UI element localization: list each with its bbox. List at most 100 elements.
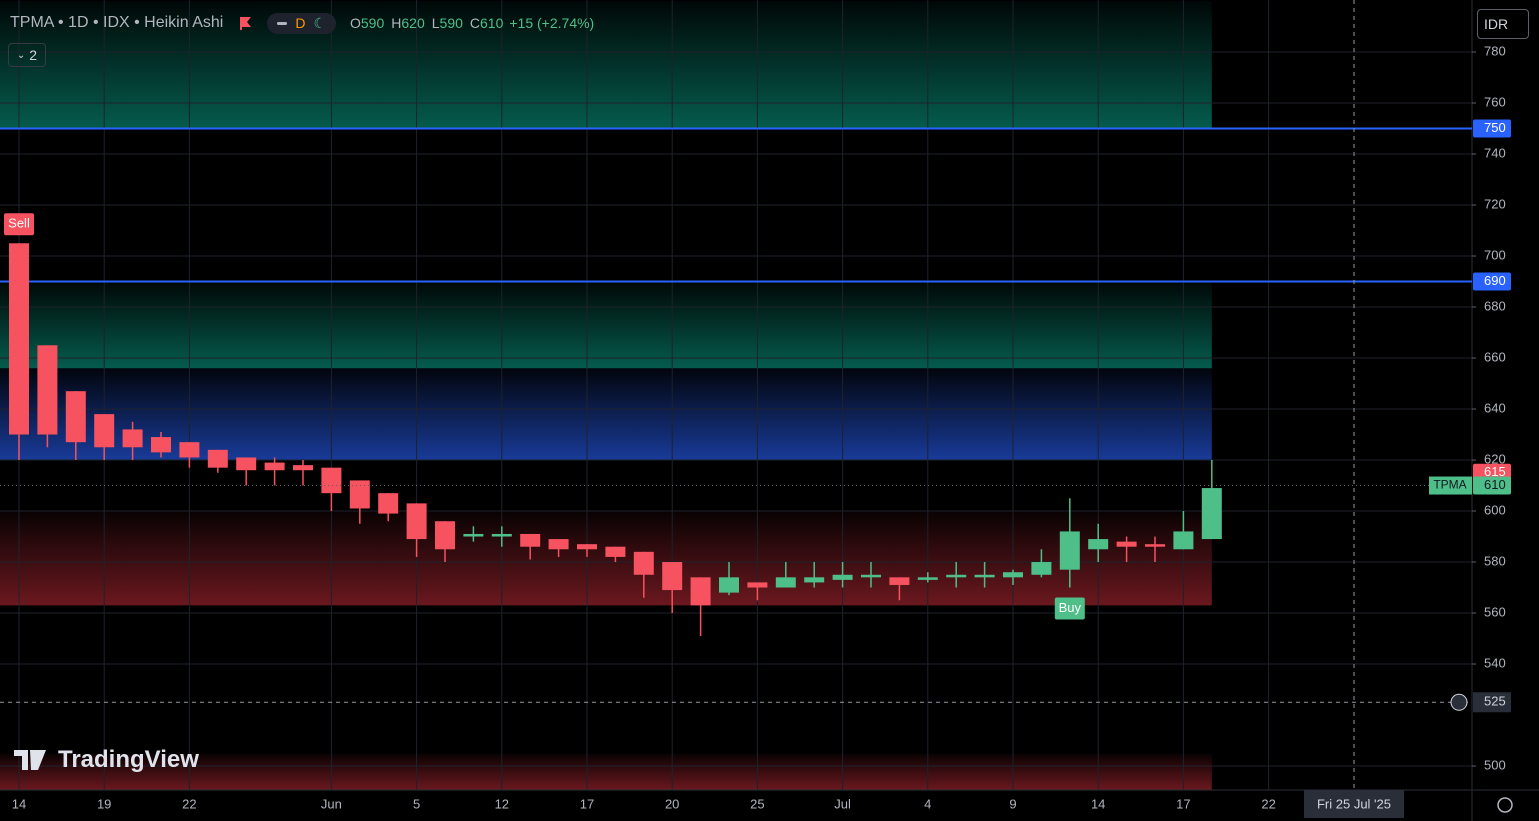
candle-body [662,562,683,591]
ohlc-label: L [431,15,440,31]
candle-body [1088,539,1109,550]
candle-body [577,544,597,550]
currency-button[interactable]: IDR [1477,9,1529,39]
candle-body [293,465,313,471]
candle-body [861,574,881,578]
candle-body [804,577,825,583]
candle-body [1116,541,1137,547]
add-button[interactable] [1450,693,1468,711]
zone [0,368,1212,461]
ohlc-label: C [469,15,481,31]
y-tick-label: 760 [1484,94,1506,109]
ohlc-item: O590 [350,15,384,31]
candle-body [1173,531,1194,550]
price-tag [1473,476,1511,495]
zone [0,511,1212,606]
signal-badge [4,213,34,236]
y-tick-label: 560 [1484,604,1506,619]
x-tick-label: 5 [413,796,420,811]
ohlc-value: 610 [480,15,504,31]
candle-body [236,457,257,471]
x-tick-label: 17 [580,796,594,811]
candle-body [605,546,626,557]
logo-icon [14,750,46,770]
x-tick-label: 20 [665,796,679,811]
y-tick-label: 740 [1484,145,1506,160]
x-tick-label: 4 [924,796,931,811]
signal-label: Buy [1059,600,1082,615]
y-tick-label: 500 [1484,757,1506,772]
tag-name: TPMA [1433,478,1466,492]
candle-body [946,574,967,578]
y-tick-label: 600 [1484,502,1506,517]
signal-label: Sell [8,216,30,231]
x-tick-label: Jun [321,796,342,811]
ohlc-label: O [350,15,361,31]
ohlc-label: H [391,15,402,31]
candle-body [974,574,995,578]
status-pill[interactable]: D ☾ [267,12,336,34]
y-tick-label: 780 [1484,43,1506,58]
candle-body [378,493,399,514]
candle-body [264,462,285,471]
x-tick-label: 14 [12,796,26,811]
candle-body [122,429,143,448]
legend: TPMA • 1D • IDX • Heikin Ashi D ☾ O590 H62… [10,12,594,34]
x-tick-label: Jul [834,796,851,811]
candle-body [1201,488,1222,540]
candle-body [207,449,228,468]
ohlc-item: H620 [391,15,424,31]
y-tick-label: 680 [1484,298,1506,313]
zone [0,1,1212,129]
candle-body [832,574,853,580]
x-tick-label: 14 [1091,796,1105,811]
y-tick-label: 660 [1484,349,1506,364]
settings-button[interactable] [1497,797,1513,813]
candle-body [321,467,342,494]
x-tick-label: 25 [750,796,764,811]
ohlc-item: C610 [470,15,503,31]
zone [0,281,1212,369]
price-tag-label: 750 [1484,120,1506,135]
interval: D [295,15,306,31]
candle-body [520,533,541,547]
indicator-toggle[interactable]: ⌄ 2 [8,43,46,67]
y-tick-label: 580 [1484,553,1506,568]
ohlc-value: 620 [401,15,425,31]
candle-body [917,577,938,580]
candle-body [889,577,910,585]
zone [0,753,1212,790]
tag-name-box [1429,476,1472,495]
y-tick-label: 700 [1484,247,1506,262]
candle-body [719,577,739,593]
candle-body [37,345,58,435]
logo: TradingView [12,746,199,774]
price-tag [1473,272,1511,291]
candle-body [349,480,370,509]
price-tag-label: 615 [1484,464,1506,479]
brand: TradingView [58,746,199,773]
candle-body [151,437,171,453]
crosshair-y-box [1473,692,1511,713]
crosshair-x-box [1304,790,1404,818]
x-tick-label: 12 [495,796,509,811]
y-tick-label: 720 [1484,196,1506,211]
x-tick-label: 22 [182,796,196,811]
candle-body [548,539,569,550]
candle-body [179,442,200,458]
crosshair-x-label: Fri 25 Jul '25 [1317,796,1391,811]
currency: IDR [1484,16,1509,32]
candle-body [1059,531,1080,570]
symbol[interactable]: TPMA • 1D • IDX • Heikin Ashi [10,14,224,31]
price-tag-label: 610 [1484,477,1506,492]
candle-body [463,533,484,537]
candle-body [633,551,654,575]
y-tick-label: 540 [1484,655,1506,670]
candle-body [65,391,86,443]
price-tag-label: 690 [1484,273,1506,288]
crosshair-y-label: 525 [1484,694,1506,709]
x-tick-label: 19 [97,796,111,811]
flag-icon[interactable] [237,15,253,31]
